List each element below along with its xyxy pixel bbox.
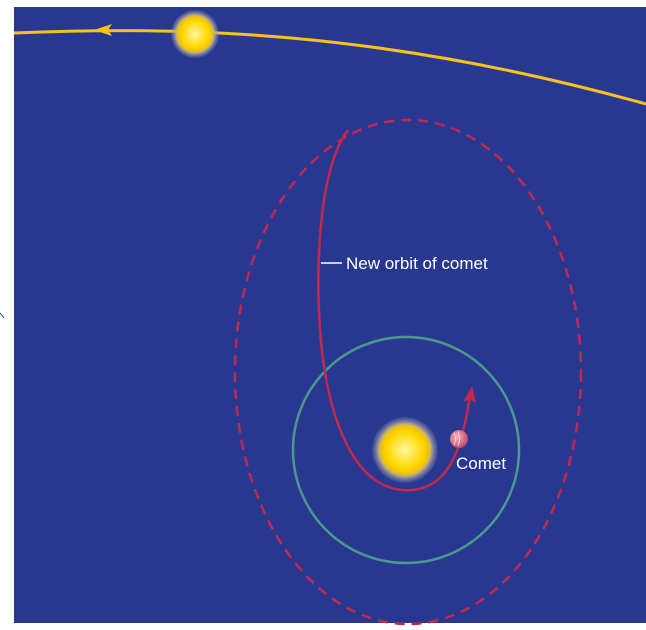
new-orbit-label: New orbit of comet xyxy=(346,254,488,273)
space-background xyxy=(14,7,646,623)
star-icon xyxy=(171,10,219,58)
new-comet-orbit-path xyxy=(317,129,472,492)
sun-icon xyxy=(372,417,438,483)
star-orbit-path xyxy=(13,29,646,106)
comet-icon xyxy=(450,430,468,448)
comet-surface-icon xyxy=(453,431,460,447)
inner-orbit-circle xyxy=(291,335,521,565)
comet-label: Comet xyxy=(456,454,506,473)
star-orbit-arrow-icon xyxy=(94,24,112,36)
edge-tick xyxy=(0,312,5,319)
comet-direction-arrow-icon xyxy=(463,386,476,403)
old-comet-orbit-dashed xyxy=(233,118,583,626)
